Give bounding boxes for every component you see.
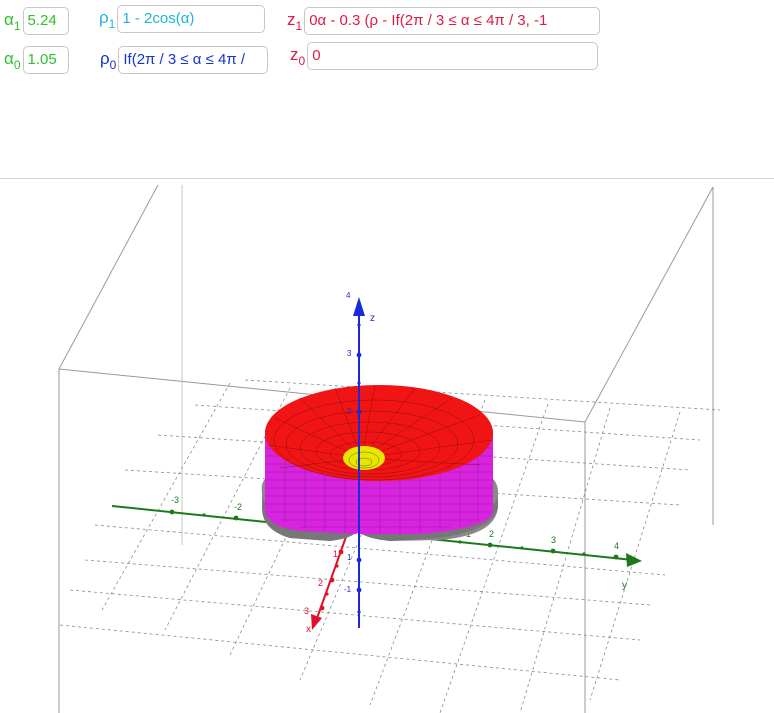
rho0-slot: ρ0 If(2π / 3 ≤ α ≤ 4π / [100, 46, 269, 74]
z-tick-label: 2 [347, 407, 352, 416]
alpha0-slot: α0 1.05 [4, 46, 69, 74]
z1-input[interactable]: 0α - 0.3 (ρ - If(2π / 3 ≤ α ≤ 4π / 3, -1 [304, 7, 601, 35]
alpha1-slot: α1 5.24 [4, 7, 69, 35]
z1-label: z1 [287, 9, 303, 33]
z0-slot: z0 0 [290, 42, 599, 70]
rho1-input[interactable]: 1 - 2cos(α) [117, 5, 266, 33]
input-panel: α1 5.24 α0 1.05 ρ1 1 - 2cos(α) ρ0 If(2π … [0, 0, 774, 178]
panel-divider [0, 178, 774, 179]
x-axis-label: x [306, 624, 311, 635]
rho1-label: ρ1 [99, 7, 116, 31]
alpha0-input[interactable]: 1.05 [22, 46, 69, 74]
rho0-input[interactable]: If(2π / 3 ≤ α ≤ 4π / [118, 46, 269, 74]
x-tick-label: 1 [333, 549, 338, 559]
alpha1-input[interactable]: 5.24 [22, 7, 69, 35]
rho1-slot: ρ1 1 - 2cos(α) [99, 5, 266, 33]
z0-label: z0 [290, 44, 306, 68]
y-tick-label: 2 [489, 529, 494, 539]
graphics-3d-view[interactable]: -3 -2 1 2 3 4 y 1 2 3 x [0, 179, 774, 713]
rho0-label: ρ0 [100, 48, 117, 72]
z1-slot: z1 0α - 0.3 (ρ - If(2π / 3 ≤ α ≤ 4π / 3,… [287, 7, 601, 35]
alpha1-label: α1 [4, 9, 21, 33]
y-tick-label: -2 [234, 502, 242, 512]
z0-input[interactable]: 0 [307, 42, 599, 70]
alpha0-label: α0 [4, 48, 21, 72]
x-tick-label: 3 [304, 606, 309, 616]
y-tick-label: 4 [614, 541, 619, 551]
x-tick-label: 2 [318, 578, 323, 588]
z-tick-label: 4 [346, 291, 351, 300]
y-tick-label: 3 [551, 535, 556, 545]
z-tick-label: 1 [347, 553, 352, 562]
surface-solid [261, 384, 498, 541]
z-axis-label: z [370, 313, 375, 324]
z-axis: -1 1 2 3 4 z [344, 291, 375, 628]
y-tick-label: -3 [171, 495, 179, 505]
z-tick-label: -1 [344, 585, 352, 594]
y-axis-label: y [622, 580, 627, 591]
z-tick-label: 3 [347, 349, 352, 358]
